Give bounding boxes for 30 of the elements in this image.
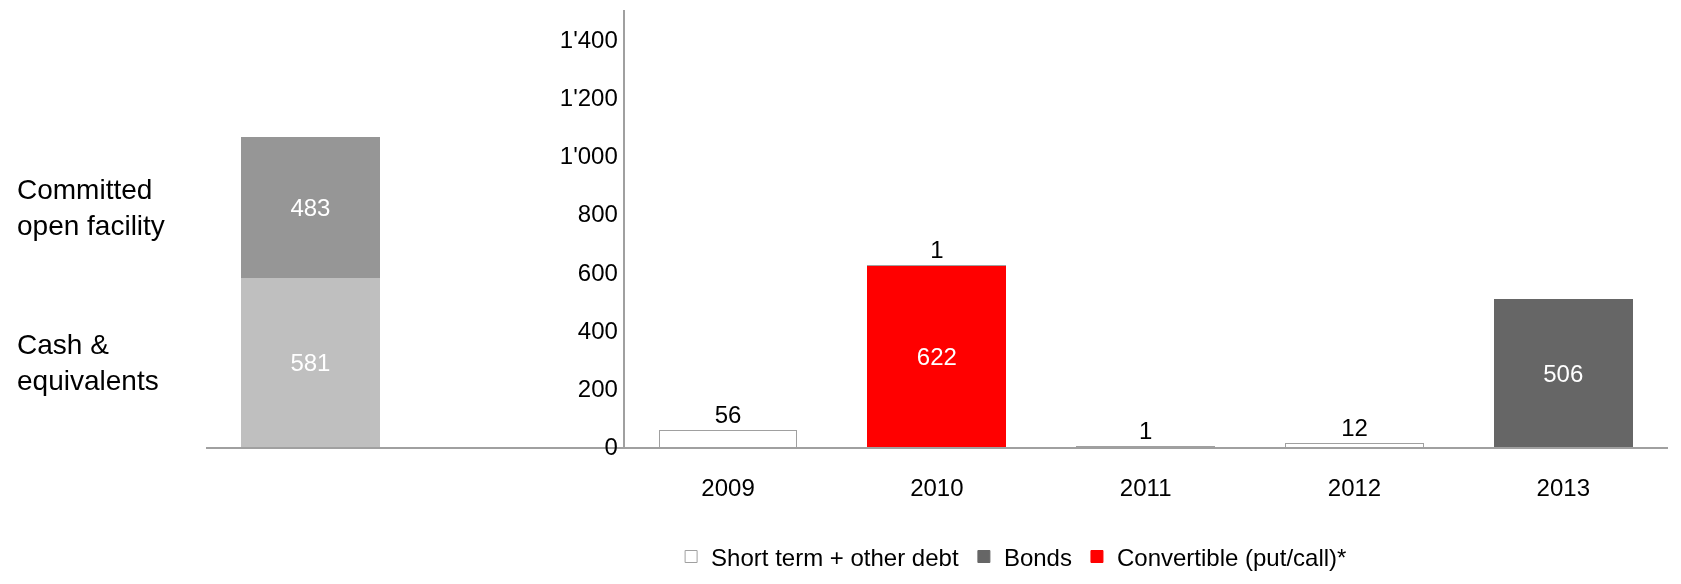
y-tick-label: 400 [577, 316, 618, 344]
y-tick-label: 200 [577, 375, 618, 403]
data-label: 483 [290, 193, 331, 221]
x-tick-label: 2012 [1327, 473, 1382, 501]
bar [1493, 299, 1633, 447]
x-tick-label: 2013 [1536, 473, 1590, 501]
bar [867, 265, 1007, 447]
y-tick-label: 1'000 [559, 142, 618, 170]
data-label: 581 [290, 348, 331, 376]
data-label: 12 [1341, 413, 1368, 441]
data-label: 506 [1543, 359, 1584, 387]
x-tick-label: 2009 [701, 473, 755, 501]
legend-label: Bonds [1003, 543, 1072, 571]
x-tick-label: 2011 [1119, 473, 1172, 501]
y-tick-label: 1'200 [559, 83, 618, 111]
data-label: 622 [916, 342, 957, 370]
bar [241, 136, 380, 279]
text: Committed open facility [17, 174, 165, 242]
y-tick-label: 0 [604, 433, 618, 461]
data-label: 1 [930, 235, 944, 263]
data-label: 1 [1138, 416, 1153, 444]
y-tick-label: 800 [577, 200, 618, 228]
legend-label: Convertible (put/call)* [1116, 543, 1347, 571]
bar [241, 277, 380, 447]
y-tick-label: 600 [577, 258, 618, 286]
data-label: 56 [714, 400, 742, 428]
legend-label: Short term + other debt [711, 543, 959, 571]
y-tick-label: 1'400 [559, 25, 618, 53]
x-tick-label: 2010 [910, 473, 964, 501]
text: Cash & equivalents [17, 329, 159, 397]
